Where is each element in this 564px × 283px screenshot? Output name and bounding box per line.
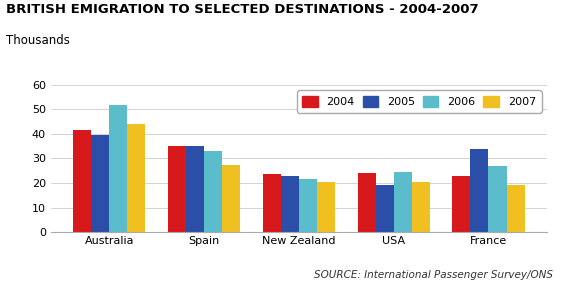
Bar (358, 173, 376, 232)
Bar (73, 130, 91, 232)
Bar (488, 166, 506, 232)
Bar (299, 179, 317, 232)
Bar (263, 174, 281, 232)
Bar (506, 185, 525, 232)
Bar (470, 149, 488, 232)
Legend: 2004, 2005, 2006, 2007: 2004, 2005, 2006, 2007 (297, 91, 541, 113)
Bar (91, 135, 109, 232)
Bar (376, 185, 394, 232)
Text: BRITISH EMIGRATION TO SELECTED DESTINATIONS - 2004-2007: BRITISH EMIGRATION TO SELECTED DESTINATI… (6, 3, 478, 16)
Bar (452, 176, 470, 232)
Bar (222, 165, 240, 232)
Text: Thousands: Thousands (6, 34, 69, 47)
Bar (394, 172, 412, 232)
Bar (281, 176, 299, 232)
Bar (412, 182, 430, 232)
Bar (204, 151, 222, 232)
Bar (168, 146, 186, 232)
Text: SOURCE: International Passenger Survey/ONS: SOURCE: International Passenger Survey/O… (314, 270, 553, 280)
Bar (109, 104, 127, 232)
Bar (186, 146, 204, 232)
Bar (317, 182, 335, 232)
Bar (127, 124, 146, 232)
